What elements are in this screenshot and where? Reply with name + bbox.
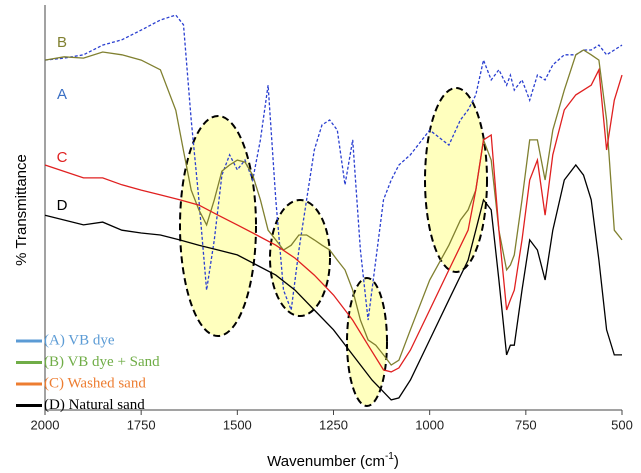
series-line [44, 67, 623, 373]
x-tick-label: 2000 [31, 417, 60, 432]
series-annotation: D [57, 197, 68, 214]
x-axis-label-text: Wavenumber (cm [267, 453, 385, 470]
legend-label: (C) Washed sand [44, 375, 146, 391]
x-axis-label-tail: ) [394, 453, 399, 470]
highlight-ellipse [346, 277, 388, 407]
series-line [44, 163, 622, 401]
x-tick-label: 1750 [127, 417, 156, 432]
x-tick-label: 1250 [319, 417, 348, 432]
x-tick-label: 750 [515, 417, 537, 432]
series-line [44, 14, 623, 321]
x-tick-label: 500 [611, 417, 633, 432]
series-annotation: A [57, 86, 67, 103]
series-annotation: C [57, 149, 68, 166]
highlight-ellipse [179, 115, 257, 337]
x-tick-label: 1000 [415, 417, 444, 432]
highlight-ellipse [269, 199, 331, 317]
legend-label: (A) VB dye [44, 332, 115, 348]
y-axis-label: % Transmittance [13, 154, 30, 266]
highlights [179, 87, 488, 407]
series-line [44, 49, 623, 366]
x-axis-label: Wavenumber (cm-1) [267, 451, 399, 470]
legend-label: (B) VB dye + Sand [44, 354, 160, 370]
legend-label: (D) Natural sand [44, 397, 145, 413]
x-tick-label: 1500 [223, 417, 252, 432]
highlight-ellipse [424, 87, 488, 273]
series-annotation: B [57, 34, 67, 51]
x-axis-label-sup: -1 [385, 451, 394, 462]
